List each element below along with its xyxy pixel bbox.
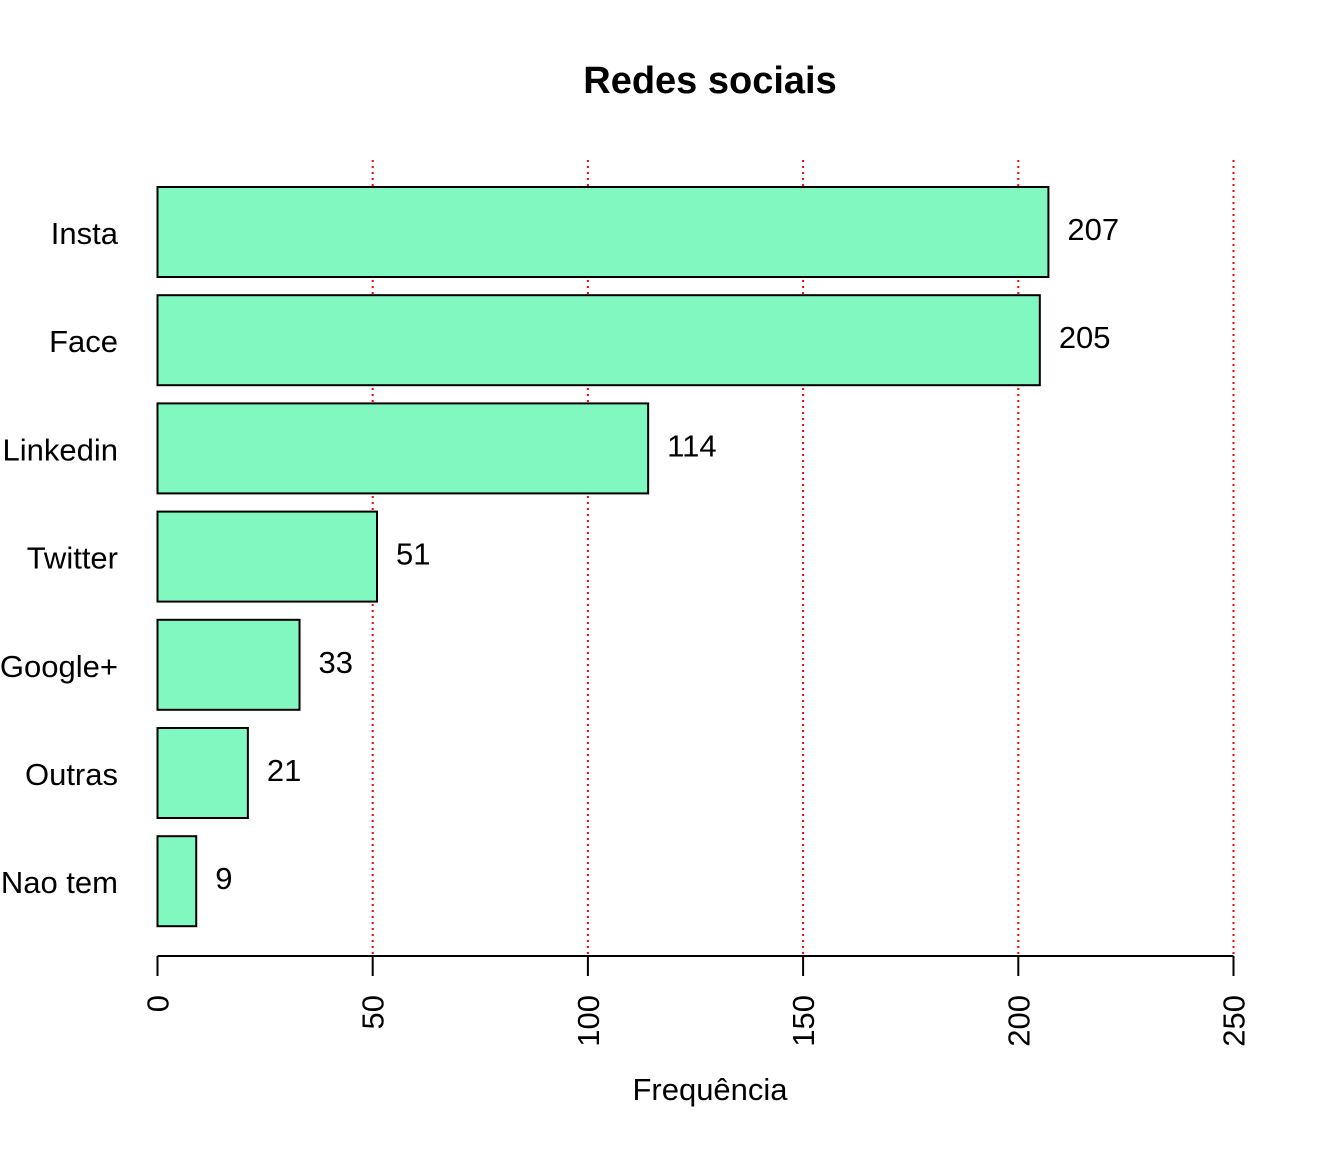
data-labels: 207 205 114 51 33 21 9 [215, 212, 1119, 896]
category-label: Outras [25, 757, 118, 792]
data-label: 205 [1059, 320, 1111, 355]
x-tick-label: 150 [786, 995, 821, 1047]
x-tick-label: 250 [1217, 995, 1252, 1047]
chart-title: Redes sociais [583, 60, 836, 102]
x-axis: 0 50 100 150 200 250 [141, 955, 1252, 1047]
x-tick-label: 0 [141, 995, 176, 1012]
bar [156, 294, 1041, 387]
data-label: 21 [267, 753, 301, 788]
bar [156, 510, 379, 603]
category-label: Linkedin [3, 432, 118, 467]
data-label: 114 [667, 428, 716, 463]
category-label: Insta [51, 216, 119, 251]
bar [156, 727, 249, 819]
x-axis-label: Frequência [632, 1072, 788, 1107]
bar [156, 186, 1050, 278]
category-label: Twitter [27, 541, 118, 576]
category-label: Nao tem [1, 865, 118, 900]
bars [156, 186, 1050, 928]
data-label: 9 [215, 861, 232, 896]
bar [156, 835, 198, 928]
x-tick-label: 100 [571, 995, 606, 1047]
data-label: 33 [319, 645, 353, 680]
category-labels: Insta Face Linkedin Twitter Google+ Outras Nao… [0, 216, 119, 900]
x-tick-label: 200 [1001, 995, 1036, 1047]
category-label: Face [49, 324, 118, 359]
data-label: 51 [396, 537, 430, 572]
grid-lines [371, 160, 1235, 956]
bar [156, 402, 650, 495]
category-label: Google+ [0, 649, 118, 684]
data-label: 207 [1067, 212, 1119, 247]
bar [156, 618, 301, 711]
x-tick-label: 50 [356, 995, 391, 1029]
